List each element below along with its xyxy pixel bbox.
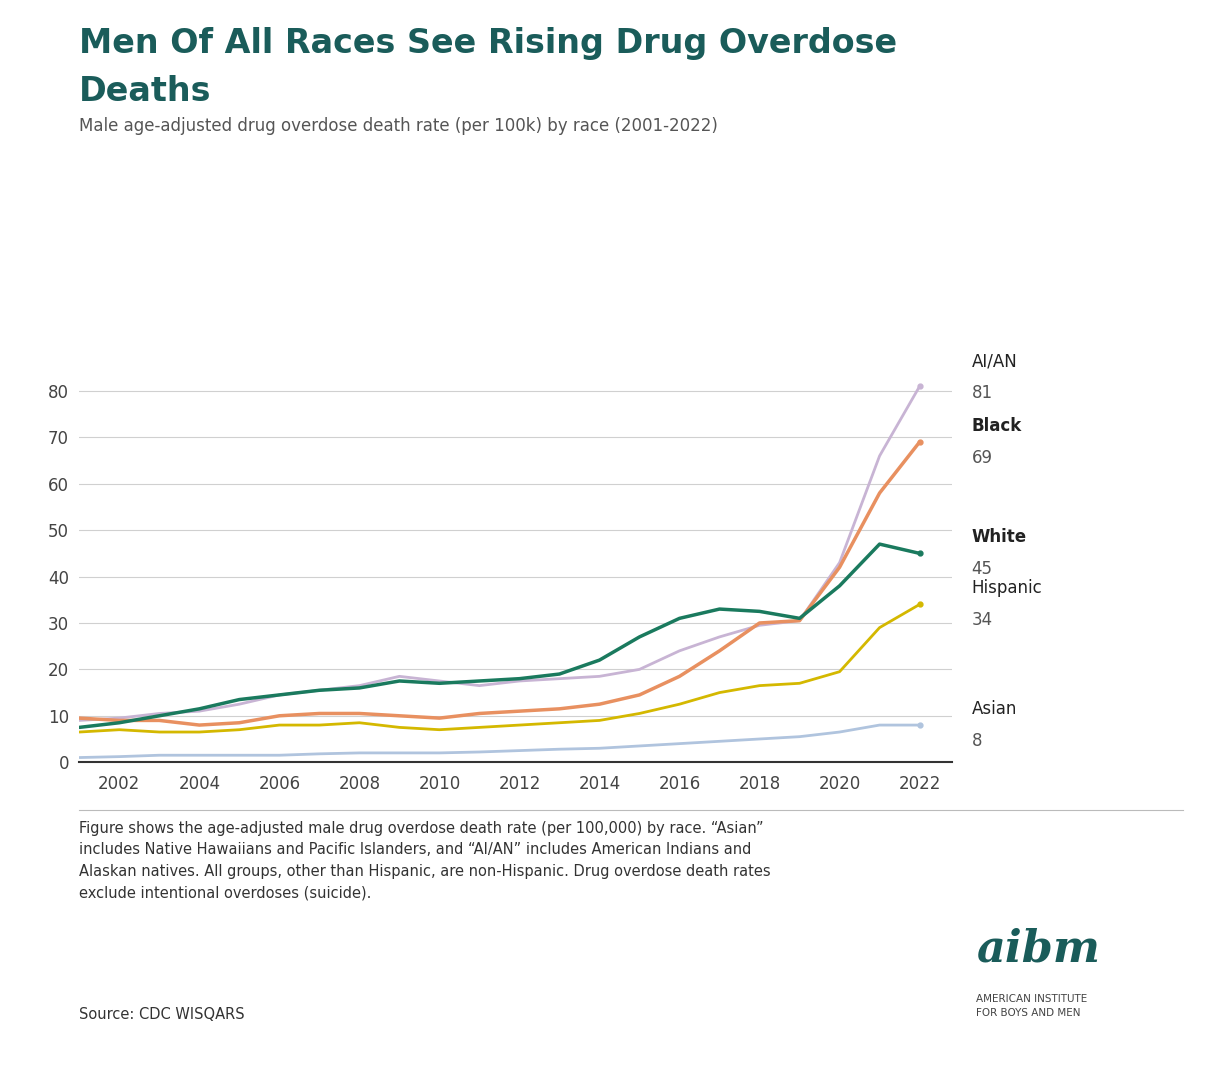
Text: Men Of All Races See Rising Drug Overdose: Men Of All Races See Rising Drug Overdos… bbox=[79, 27, 898, 60]
Text: aibm: aibm bbox=[976, 927, 1100, 970]
Text: Figure shows the age-adjusted male drug overdose death rate (per 100,000) by rac: Figure shows the age-adjusted male drug … bbox=[79, 821, 771, 901]
Text: AI/AN: AI/AN bbox=[971, 352, 1017, 370]
Text: 34: 34 bbox=[971, 612, 993, 629]
Text: White: White bbox=[971, 529, 1027, 547]
Text: 69: 69 bbox=[971, 449, 993, 467]
Text: 81: 81 bbox=[971, 384, 993, 402]
Text: Asian: Asian bbox=[971, 700, 1017, 718]
Text: Hispanic: Hispanic bbox=[971, 580, 1042, 597]
Text: Source: CDC WISQARS: Source: CDC WISQARS bbox=[79, 1007, 245, 1022]
Text: AMERICAN INSTITUTE
FOR BOYS AND MEN: AMERICAN INSTITUTE FOR BOYS AND MEN bbox=[976, 994, 1087, 1018]
Text: 8: 8 bbox=[971, 732, 982, 750]
Text: Black: Black bbox=[971, 417, 1022, 435]
Text: Deaths: Deaths bbox=[79, 75, 212, 108]
Text: Male age-adjusted drug overdose death rate (per 100k) by race (2001-2022): Male age-adjusted drug overdose death ra… bbox=[79, 117, 719, 135]
Text: 45: 45 bbox=[971, 561, 993, 579]
